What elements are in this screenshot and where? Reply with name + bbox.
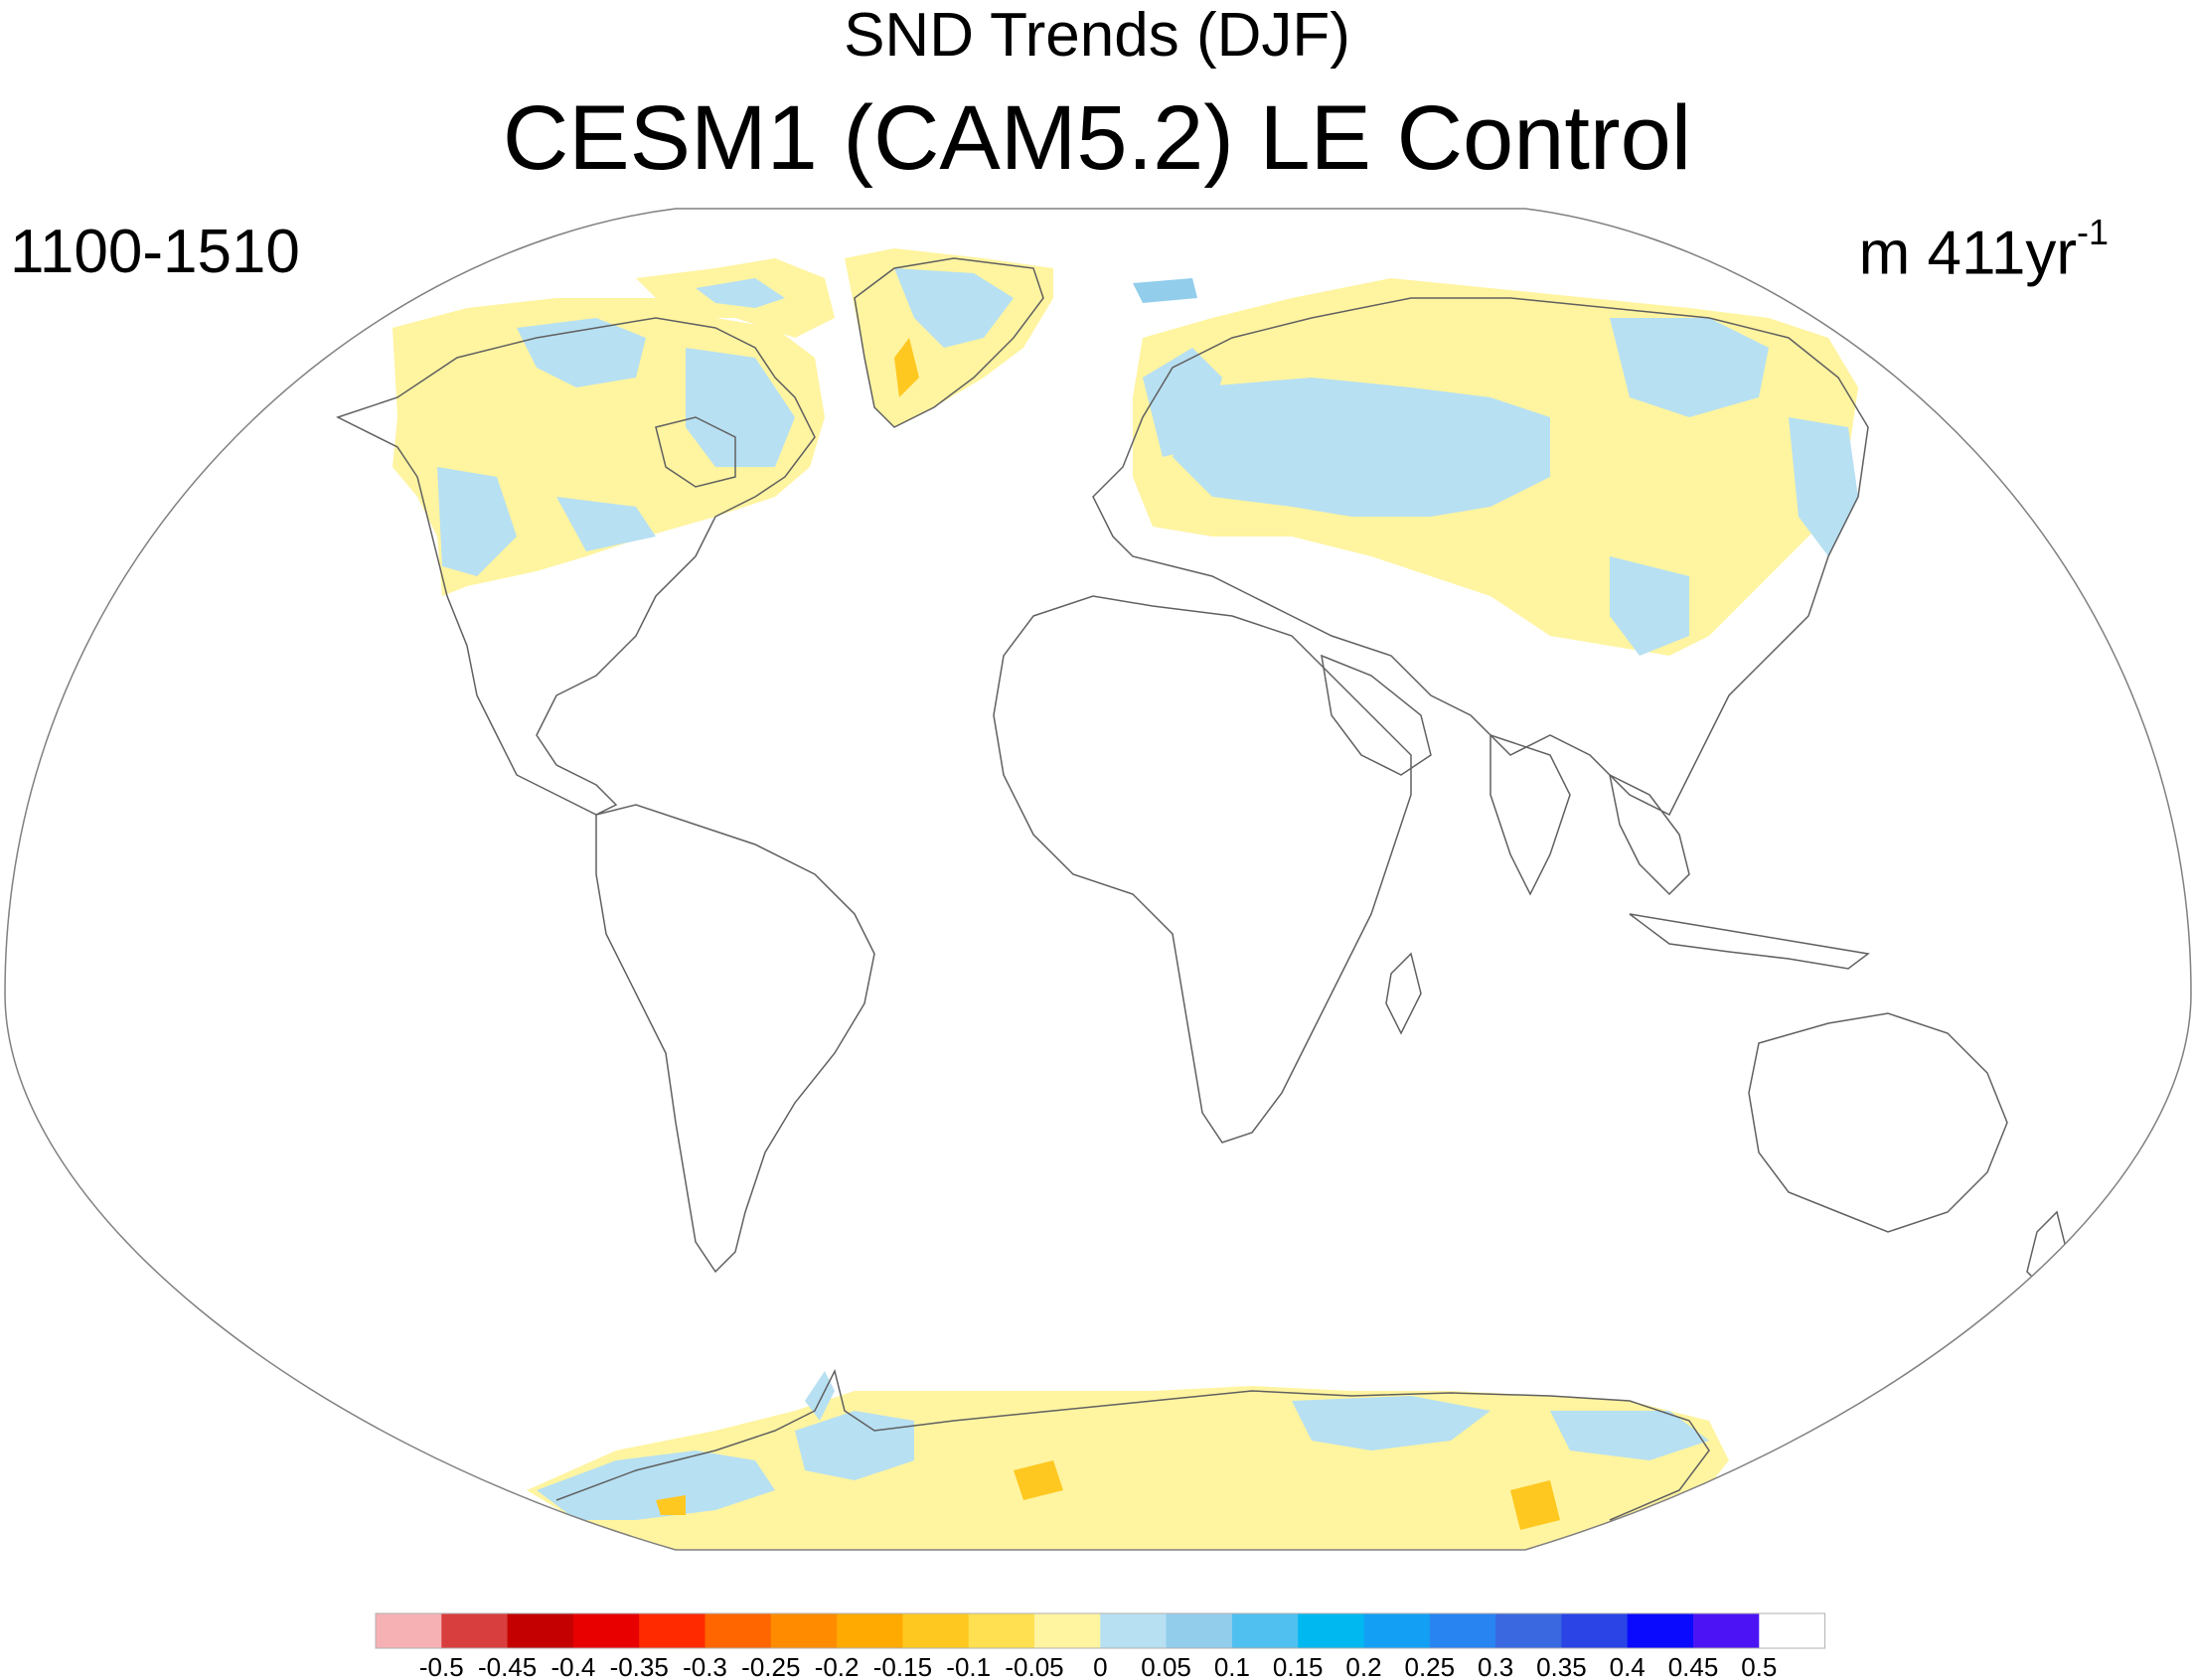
colorbar-tick-label: 0	[1093, 1652, 1107, 1680]
units-exponent: -1	[2076, 212, 2109, 252]
plot-title: CESM1 (CAM5.2) LE Control	[502, 87, 1692, 189]
svalbard-snow	[1133, 278, 1197, 303]
globe-outline	[4, 208, 2192, 1551]
colorbar-tick-label: -0.5	[419, 1652, 464, 1680]
colorbar-swatch	[902, 1613, 970, 1648]
north-america-blue-4	[556, 497, 656, 551]
colorbar-tick-label: 0.15	[1273, 1652, 1324, 1680]
coast-north-america	[336, 317, 816, 816]
colorbar-swatch	[572, 1613, 640, 1648]
colorbar-border	[375, 1612, 1826, 1649]
eurasia-blue-east	[1610, 318, 1769, 417]
colorbar-swatch	[1561, 1613, 1629, 1648]
coast-new-zealand	[2026, 1210, 2068, 1294]
coast-arabia	[1321, 654, 1432, 776]
colorbar-swatch	[1363, 1613, 1431, 1648]
coast-africa	[993, 595, 1412, 1144]
coast-hudson-bay	[655, 416, 736, 488]
antarctica-blue-mid	[795, 1411, 914, 1480]
arctic-canada-blue	[696, 278, 785, 308]
coast-australia	[1748, 1012, 2008, 1233]
antarctica-orange-1	[1014, 1460, 1063, 1500]
colorbar-tick-label: -0.45	[478, 1652, 537, 1680]
colorbar-swatch	[1759, 1613, 1826, 1648]
scandinavia-blue	[1143, 348, 1222, 457]
colorbar-swatch	[1034, 1613, 1101, 1648]
colorbar-tick-label: -0.4	[550, 1652, 595, 1680]
colorbar-tick-label: 0.2	[1345, 1652, 1381, 1680]
period-label: 1100-1510	[10, 218, 300, 286]
colorbar-tick-label: -0.3	[683, 1652, 727, 1680]
colorbar-tick-label: -0.1	[946, 1652, 991, 1680]
greenland-orange	[894, 338, 919, 397]
north-america-blue-3	[437, 467, 517, 576]
colorbar-swatch	[1298, 1613, 1364, 1648]
coast-india	[1489, 733, 1571, 896]
coast-madagascar	[1385, 952, 1422, 1035]
colorbar-swatch	[1693, 1613, 1760, 1648]
colorbar-swatch	[1627, 1613, 1694, 1648]
coast-indonesia	[1629, 913, 1870, 970]
colorbar-tick-label: -0.35	[610, 1652, 669, 1680]
colorbar-tick-label: 0.1	[1214, 1652, 1250, 1680]
colorbar-swatch	[705, 1613, 772, 1648]
greenland-blue	[894, 268, 1014, 348]
colorbar-swatch	[837, 1613, 903, 1648]
colorbar-swatch	[1166, 1613, 1233, 1648]
eurasia-blue-main	[1173, 378, 1550, 517]
antarctic-peninsula	[805, 1371, 835, 1421]
eurasia-blue-south	[1610, 556, 1689, 656]
colorbar-swatch	[770, 1613, 838, 1648]
coast-greenland	[854, 257, 1044, 428]
eurasia-blue-far-east	[1789, 417, 1858, 556]
colorbar-swatch	[441, 1613, 509, 1648]
colorbar-swatch	[1429, 1613, 1496, 1648]
colorbar-tick-label: -0.15	[873, 1652, 932, 1680]
colorbar-swatch	[507, 1613, 574, 1648]
colorbar-tick-label: 0.35	[1536, 1652, 1587, 1680]
colorbar-swatch	[1100, 1613, 1168, 1648]
antarctica-orange-2	[1510, 1480, 1560, 1530]
colorbar-tick-label: 0.3	[1478, 1652, 1513, 1680]
colorbar-swatch	[1495, 1613, 1562, 1648]
colorbar-tick-label: 0.45	[1668, 1652, 1719, 1680]
colorbar-tick-label: 0.5	[1741, 1652, 1777, 1680]
plot-subtitle: SND Trends (DJF)	[844, 1, 1350, 70]
colorbar-tick-label: -0.2	[815, 1652, 860, 1680]
colorbar-tick-label: -0.25	[741, 1652, 800, 1680]
coast-south-america	[595, 804, 875, 1274]
coast-eurasia	[1092, 297, 1869, 817]
antarctica-blue-far-east	[1550, 1411, 1709, 1460]
antarctica-blue-west	[537, 1451, 775, 1520]
colorbar: -0.5 -0.45 -0.4 -0.35 -0.3 -0.25 -0.2 -0.15 -0.1…	[375, 1612, 1826, 1680]
colorbar-tick-label: 0.25	[1404, 1652, 1455, 1680]
colorbar-swatch	[1231, 1613, 1299, 1648]
coastlines	[336, 257, 2068, 1521]
colorbar-swatch	[639, 1613, 705, 1648]
coast-antarctica	[555, 1368, 1710, 1521]
colorbar-tick-label: 0.4	[1610, 1652, 1646, 1680]
snow-depth-field	[392, 248, 1858, 1550]
colorbar-tick-label: -0.05	[1005, 1652, 1063, 1680]
colorbar-tick-label: 0.05	[1141, 1652, 1191, 1680]
north-america-blue-2	[686, 348, 795, 467]
units-base: m 411yr	[1858, 219, 2077, 288]
colorbar-swatch	[968, 1613, 1035, 1648]
colorbar-swatch	[376, 1613, 442, 1648]
coast-se-asia	[1608, 773, 1690, 896]
antarctica-blue-east	[1292, 1396, 1490, 1451]
units-label: m 411yr-1	[1859, 205, 2109, 290]
antarctica-orange-3	[656, 1495, 686, 1515]
